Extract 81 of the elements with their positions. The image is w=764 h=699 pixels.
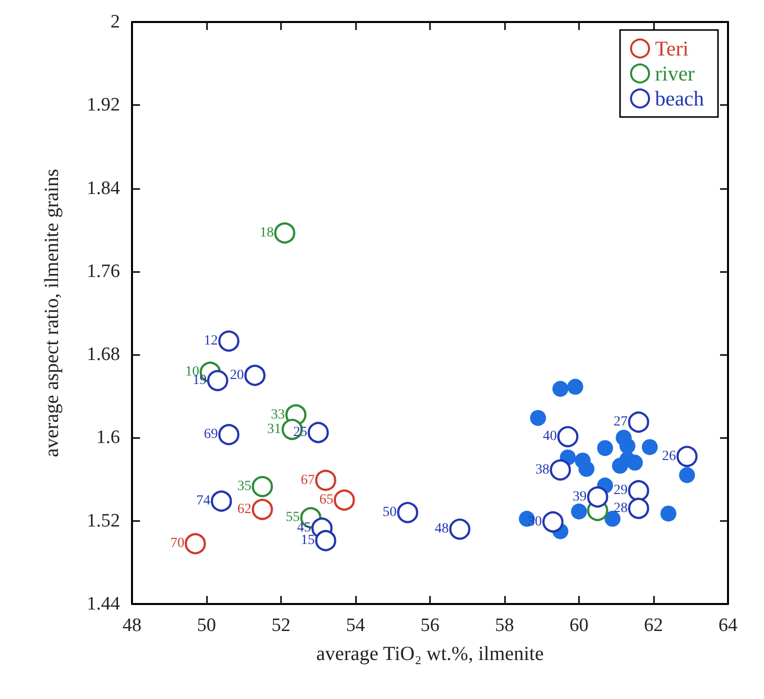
annotation: 50 (382, 505, 397, 520)
point (552, 380, 568, 397)
annotation: 70 (170, 536, 184, 552)
point (449, 518, 470, 540)
x-tick-label: 48 (122, 615, 142, 636)
point (557, 426, 578, 448)
point (578, 460, 594, 477)
annotation: 18 (260, 225, 274, 240)
x-tick-label: 56 (420, 615, 440, 636)
point (252, 498, 273, 520)
point (334, 489, 355, 511)
y-tick-label: 1.76 (86, 260, 120, 282)
annotation: 29 (614, 483, 628, 498)
y-tick-label: 1.6 (96, 427, 120, 448)
legend-label: Teri (655, 36, 689, 60)
annotation: 27 (614, 414, 628, 430)
point (571, 504, 587, 520)
x-tick-label: 58 (495, 615, 514, 636)
point (184, 533, 206, 554)
annotation: 19 (192, 373, 207, 388)
point (218, 330, 240, 352)
point (628, 498, 650, 519)
annotation: 35 (237, 479, 252, 494)
x-tick-label: 50 (197, 615, 216, 636)
annotation: 40 (542, 429, 557, 444)
point (612, 458, 628, 474)
legend-label: river (655, 62, 695, 86)
point (604, 510, 621, 527)
point (542, 511, 564, 532)
annotation: 12 (204, 334, 218, 349)
point (597, 440, 614, 456)
annotation: 67 (300, 472, 315, 488)
point (628, 412, 650, 433)
y-axis-title: average aspect ratio, ilmenite grains (41, 168, 63, 458)
point (619, 438, 636, 454)
point (567, 378, 584, 395)
point (550, 459, 571, 481)
point (207, 370, 228, 392)
point (660, 506, 676, 522)
point (642, 439, 658, 456)
annotation: 28 (614, 500, 628, 516)
annotation: 69 (204, 427, 218, 442)
point (244, 364, 266, 386)
y-tick-label: 1.52 (86, 510, 120, 532)
annotation: 20 (230, 368, 244, 383)
x-axis-title: average TiO₂ wt.%, ilmenite (316, 643, 544, 665)
annotation: 74 (196, 494, 210, 509)
annotation: 65 (319, 492, 334, 508)
annotation: 26 (662, 448, 676, 464)
annotation: 48 (434, 522, 449, 537)
point (679, 467, 696, 484)
x-tick-label: 52 (272, 615, 290, 636)
y-tick-label: 1.68 (86, 344, 120, 366)
point (626, 454, 643, 471)
y-tick-label: 1.84 (86, 178, 120, 199)
point (315, 470, 336, 491)
point (315, 530, 336, 552)
point (274, 222, 296, 244)
point (252, 476, 273, 498)
x-tick-label: 54 (346, 615, 366, 636)
point (397, 502, 418, 524)
annotation: 38 (535, 462, 550, 478)
point (628, 480, 650, 502)
annotation: 33 (270, 407, 285, 422)
y-tick-label: 1.44 (86, 594, 120, 614)
point (308, 422, 329, 444)
point (210, 490, 232, 512)
annotation: 31 (267, 422, 282, 437)
x-tick-label: 64 (718, 615, 738, 636)
point (218, 424, 240, 446)
y-tick-label: 2 (110, 12, 120, 32)
legend-label: beach (655, 86, 704, 110)
x-tick-label: 62 (644, 615, 663, 636)
point (530, 410, 546, 426)
y-tick-label: 1.92 (86, 94, 120, 116)
annotation: 62 (237, 502, 252, 517)
annotation: 15 (300, 533, 315, 548)
point (676, 446, 698, 468)
x-tick-label: 60 (570, 615, 588, 636)
annotation: 39 (572, 489, 587, 504)
point (587, 486, 608, 508)
